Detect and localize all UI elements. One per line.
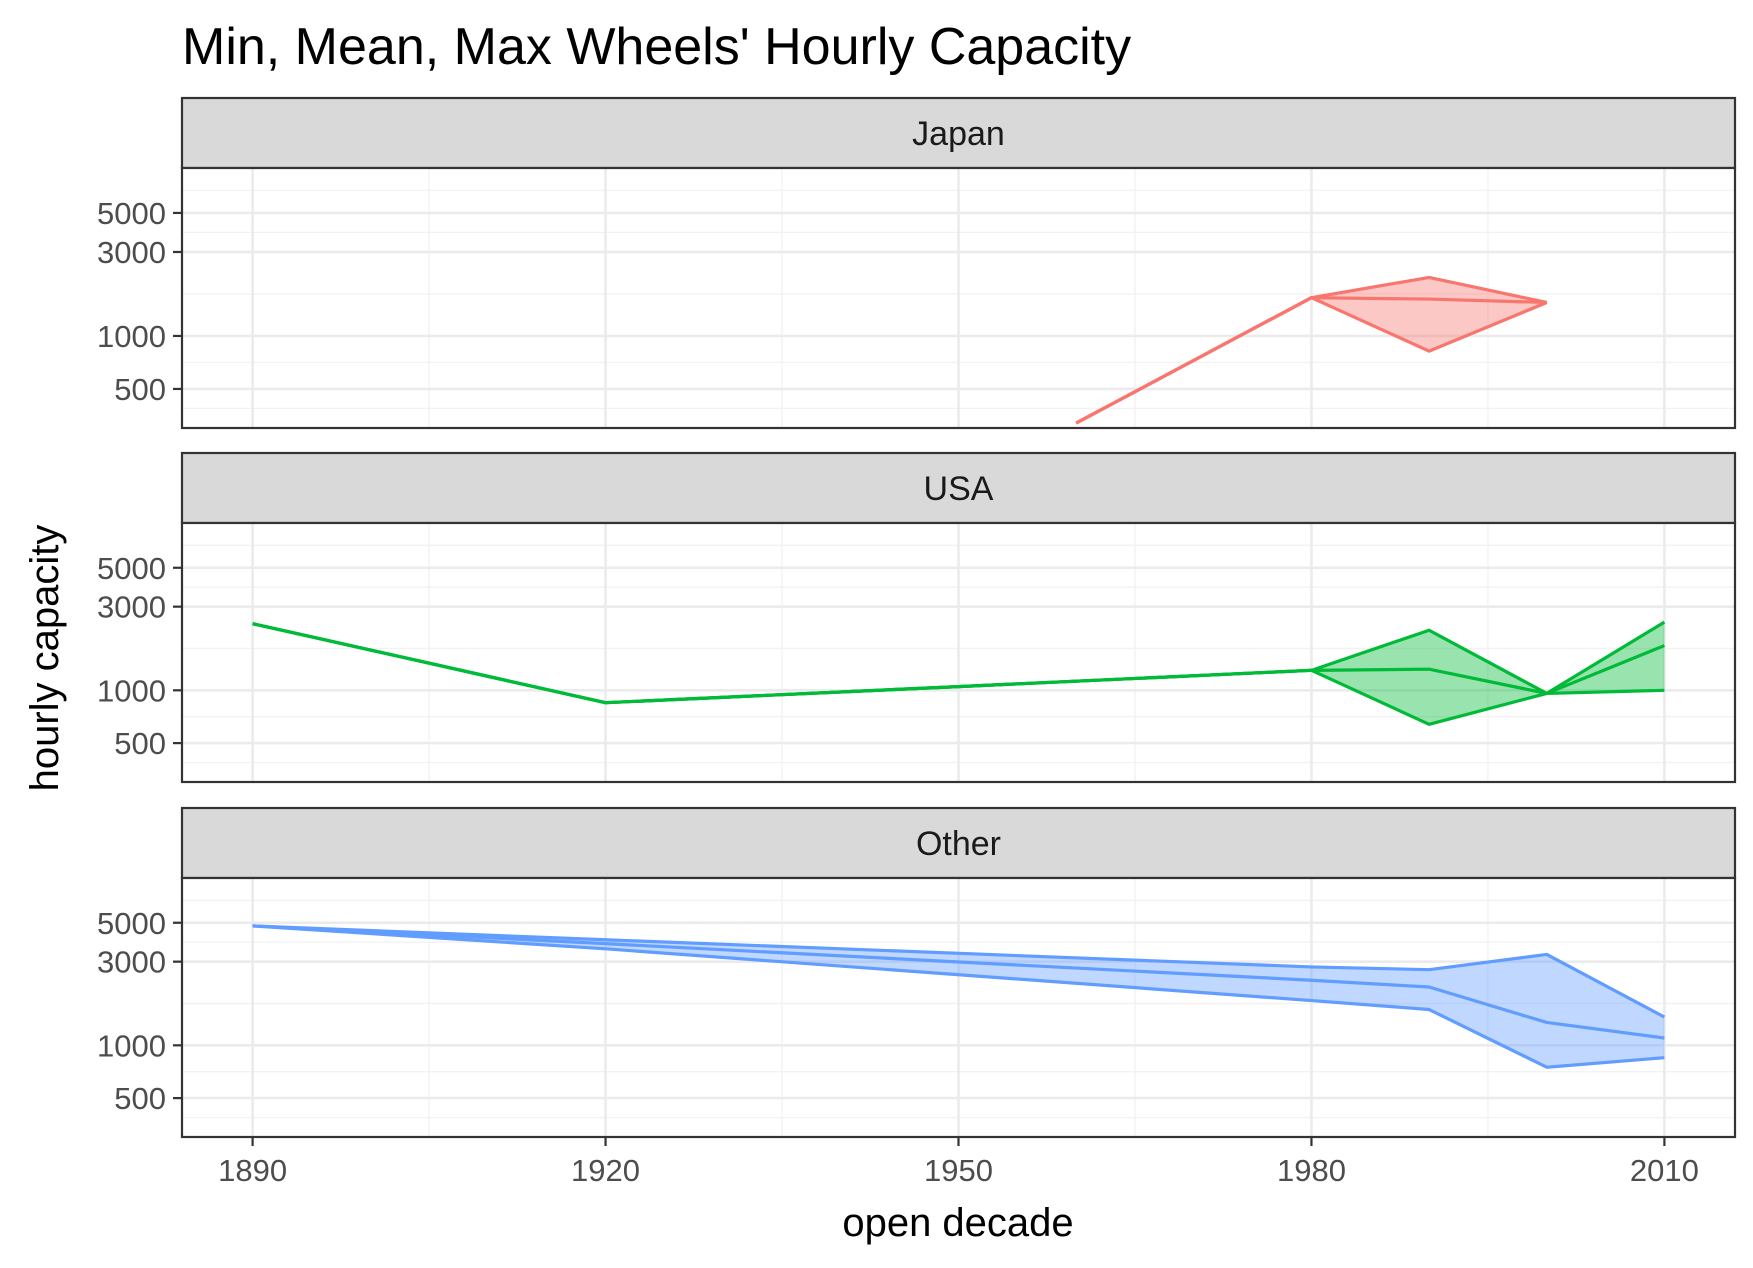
y-tick-label: 3000 [97,945,166,980]
x-axis-title: open decade [842,1201,1073,1245]
y-tick-label: 500 [114,726,166,761]
series-line-max-other [252,924,1666,1019]
x-tick-label: 1950 [924,1153,993,1188]
facet-strip-label: Other [916,825,1001,863]
facet-strip [180,806,1737,880]
y-tick-label: 500 [114,372,166,407]
x-tick-label: 1890 [218,1153,287,1188]
plot-panel-border [180,521,1737,784]
y-tick-label: 3000 [97,235,166,270]
y-tick-label: 1000 [97,319,166,354]
x-tick-label: 1980 [1277,1153,1346,1188]
ribbon-area-usa [252,622,1665,725]
series-line-min-other [252,924,1665,1069]
facet-strip [180,96,1737,170]
facet-strip [180,451,1737,525]
facet-panels: Japan500100030005000USA500100030005000Ot… [97,96,1737,1139]
y-axis-title: hourly capacity [23,525,67,792]
facet-strip-label: Japan [912,115,1005,153]
y-tick-label: 3000 [97,590,166,625]
ribbon-area-japan [1076,277,1547,424]
series-line-max-usa [252,620,1666,705]
y-tick-label: 5000 [97,551,166,586]
series-line-max-japan [1075,275,1548,425]
facet-panel-japan: Japan 500 1000 3000 5000 [97,96,1737,430]
facet-strip-label: USA [924,470,994,508]
series-line-mean-other [252,924,1665,1040]
x-tick-label: 1920 [571,1153,640,1188]
plot-panel-border [180,166,1737,430]
y-tick-label: 5000 [97,196,166,231]
y-tick-label: 1000 [97,673,166,708]
y-tick-label: 500 [114,1081,166,1116]
x-tick-label: 2010 [1630,1153,1699,1188]
chart-title: Min, Mean, Max Wheels' Hourly Capacity [182,18,1131,76]
x-axis: 1890 1920 1950 1980 2010 [218,1137,1699,1188]
y-tick-label: 5000 [97,906,166,941]
facet-panel-other: Other 500 1000 3000 5000 [97,806,1737,1139]
facet-panel-usa: USA 500 1000 3000 5000 [97,451,1737,784]
y-tick-label: 1000 [97,1028,166,1063]
